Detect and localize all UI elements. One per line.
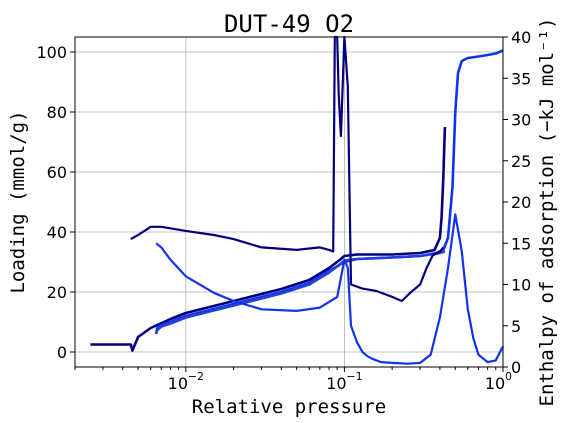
y-right-tick-label: 20	[511, 193, 531, 212]
y-right-tick-label: 40	[511, 28, 531, 47]
y-axis-left-label: Loading (mmol/g)	[7, 110, 29, 293]
y-right-tick-label: 5	[511, 317, 521, 336]
y-left-tick-label: 100	[36, 43, 67, 62]
enthalpy-series-4	[156, 214, 503, 363]
y-right-tick-label: 25	[511, 152, 531, 171]
y-left-tick-label: 80	[47, 103, 67, 122]
y-left-tick-label: 40	[47, 223, 67, 242]
y-right-tick-label: 15	[511, 234, 531, 253]
loading-series-1	[156, 51, 503, 335]
x-tick-label: 10	[168, 374, 188, 393]
x-tick-exponent: −2	[188, 370, 204, 383]
y-left-tick-label: 0	[57, 343, 67, 362]
y-left-tick-label: 20	[47, 283, 67, 302]
y-right-tick-label: 30	[511, 111, 531, 130]
y-right-tick-label: 10	[511, 276, 531, 295]
series-group	[90, 37, 503, 364]
x-axis-label: Relative pressure	[192, 396, 386, 418]
y-left-tick-label: 60	[47, 163, 67, 182]
y-right-tick-label: 35	[511, 69, 531, 88]
y-right-tick-label: 0	[511, 358, 521, 377]
loading-series-0	[90, 127, 445, 351]
chart-title: DUT-49 O2	[224, 10, 354, 38]
y-axis-right-label: Enthalpy of adsorption (−kJ mol⁻¹)	[536, 18, 558, 407]
x-tick-exponent: −1	[346, 370, 362, 383]
loading-series-2	[156, 252, 445, 332]
x-tick-label: 10	[485, 374, 505, 393]
x-tick-label: 10	[326, 374, 346, 393]
enthalpy-series-3	[131, 37, 444, 301]
